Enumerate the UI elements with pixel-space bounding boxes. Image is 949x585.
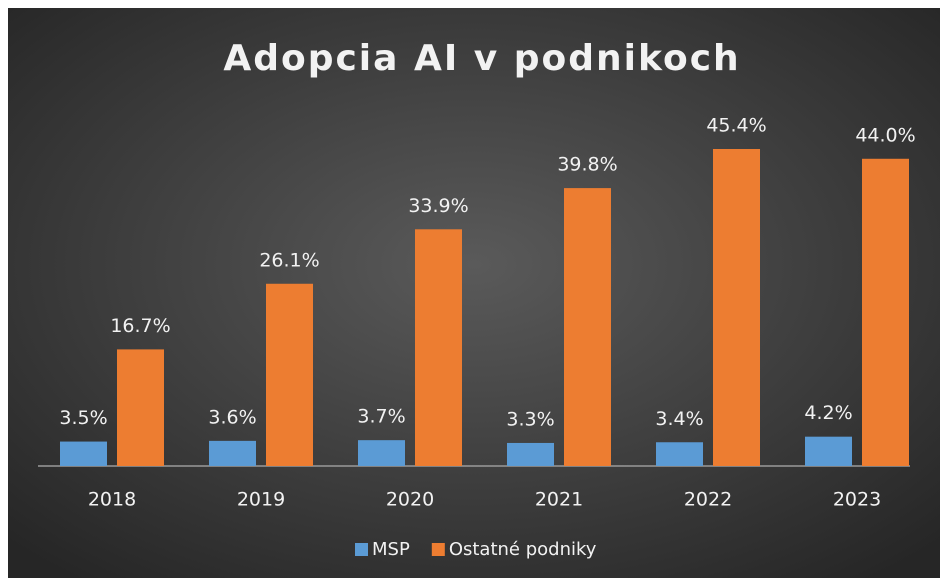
chart-background [8, 8, 940, 578]
bar [805, 436, 852, 466]
legend-label: Ostatné podniky [449, 539, 597, 560]
data-label: 33.9% [408, 195, 468, 217]
data-label: 45.4% [706, 115, 766, 137]
bar [862, 158, 909, 466]
bar [656, 442, 703, 466]
data-label: 39.8% [557, 154, 617, 176]
data-label: 3.6% [208, 406, 256, 428]
bar [60, 441, 107, 466]
bar [507, 442, 554, 466]
bar [564, 188, 611, 466]
data-label: 26.1% [259, 249, 319, 271]
x-tick-label: 2018 [88, 489, 136, 511]
bar [209, 440, 256, 466]
data-label: 44.0% [855, 124, 915, 146]
bar [117, 349, 164, 466]
x-tick-label: 2022 [684, 489, 732, 511]
bar [415, 229, 462, 466]
data-label: 4.2% [804, 402, 852, 424]
bar [266, 283, 313, 466]
data-label: 3.5% [59, 407, 107, 429]
bar [358, 440, 405, 466]
data-label: 3.3% [506, 408, 554, 430]
x-tick-label: 2021 [535, 489, 583, 511]
data-label: 3.4% [655, 408, 703, 430]
legend-swatch [431, 543, 445, 556]
legend-swatch [355, 543, 368, 556]
x-tick-label: 2023 [833, 489, 881, 511]
bar [713, 149, 760, 466]
legend-label: MSP [372, 539, 410, 560]
data-label: 16.7% [110, 315, 170, 337]
chart-title: Adopcia AI v podnikoch [223, 38, 740, 79]
data-label: 3.7% [357, 406, 405, 428]
x-tick-label: 2019 [237, 489, 285, 511]
x-tick-label: 2020 [386, 489, 434, 511]
